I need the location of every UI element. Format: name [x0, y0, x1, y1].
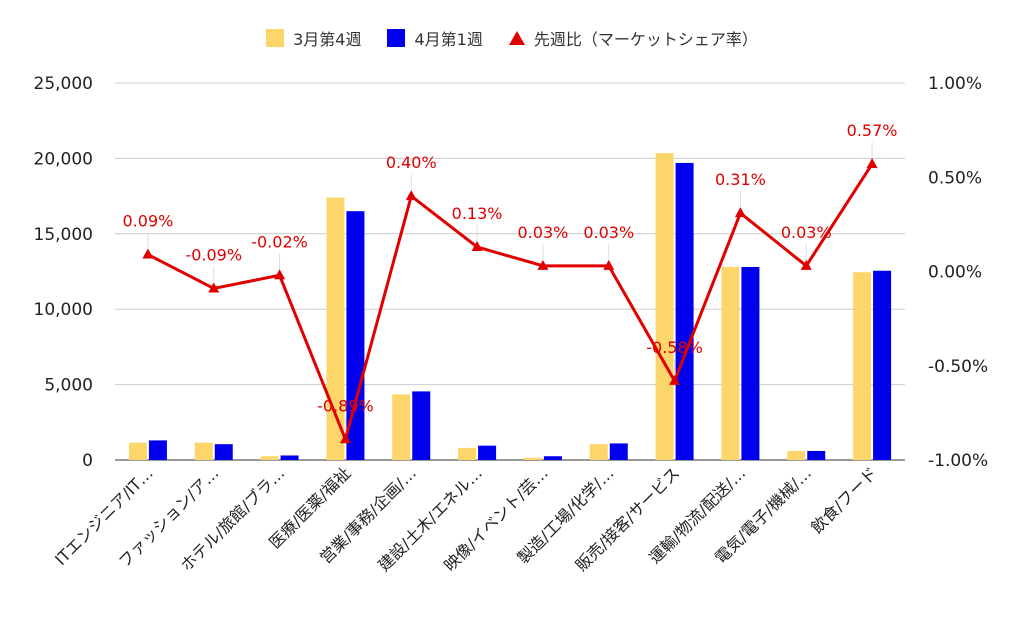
- data-label: 0.57%: [847, 121, 898, 140]
- line-point-marker: [603, 259, 615, 270]
- legend-item-series-1[interactable]: 3月第4週: [266, 26, 361, 50]
- y-right-tick-label: 1.00%: [928, 74, 982, 94]
- bar: [655, 153, 674, 460]
- data-label: 0.03%: [781, 223, 832, 242]
- y-left-tick-label: 5,000: [44, 376, 93, 396]
- bar: [523, 457, 542, 460]
- bar: [260, 456, 279, 460]
- legend-item-series-3[interactable]: 先週比（マーケットシェア率）: [508, 26, 758, 50]
- data-label: 0.13%: [452, 204, 503, 223]
- data-label: 0.31%: [715, 170, 766, 189]
- legend-label: 3月第4週: [293, 30, 362, 49]
- bar: [128, 442, 147, 460]
- bar: [787, 450, 806, 460]
- bar: [412, 391, 431, 460]
- bar: [873, 270, 892, 460]
- legend-item-series-2[interactable]: 4月第1週: [387, 26, 483, 50]
- line-point-marker: [208, 282, 220, 293]
- line-point-marker: [142, 248, 154, 259]
- line-point-marker: [866, 158, 878, 169]
- y-right-tick-label: 0.00%: [928, 263, 982, 283]
- data-label: -0.02%: [251, 232, 308, 251]
- bar: [194, 442, 213, 460]
- line-point-marker: [471, 240, 483, 251]
- bar: [148, 440, 167, 460]
- data-label: 0.03%: [518, 223, 569, 242]
- line-point-marker: [669, 374, 681, 385]
- data-label: 0.03%: [583, 223, 634, 242]
- y-right-tick-label: -1.00%: [928, 451, 988, 471]
- legend-swatch-blue: [387, 29, 406, 47]
- data-label: -0.58%: [646, 338, 703, 357]
- bar: [543, 456, 562, 460]
- y-left-tick-label: 0: [82, 451, 93, 471]
- bar: [280, 455, 299, 460]
- triangle-icon: [508, 31, 525, 45]
- y-left-tick-label: 20,000: [34, 149, 93, 169]
- line-point-marker: [537, 259, 549, 270]
- data-label: -0.89%: [317, 396, 374, 415]
- bar: [589, 444, 608, 460]
- bar: [346, 211, 365, 460]
- x-tick-label: 飲食/フード: [807, 463, 881, 537]
- data-label: 0.40%: [386, 153, 437, 172]
- bar: [478, 445, 497, 460]
- bar: [721, 266, 740, 460]
- line-point-marker: [339, 433, 351, 444]
- legend-label: 先週比（マーケットシェア率）: [533, 30, 758, 49]
- y-right-tick-label: 0.50%: [928, 168, 982, 188]
- y-left-tick-label: 15,000: [34, 225, 93, 245]
- legend: 3月第4週 4月第1週 先週比（マーケットシェア率）: [0, 26, 1024, 50]
- legend-swatch-yellow: [266, 29, 285, 47]
- bar: [853, 272, 872, 460]
- bar: [609, 443, 628, 460]
- bar: [675, 162, 694, 460]
- y-left-tick-label: 10,000: [34, 300, 93, 320]
- bar: [741, 266, 760, 460]
- y-right-tick-label: -0.50%: [928, 357, 988, 377]
- bar: [392, 394, 411, 460]
- line-point-marker: [405, 190, 417, 201]
- bar: [807, 450, 826, 460]
- line-point-marker: [274, 269, 286, 280]
- line-point-marker: [734, 207, 746, 218]
- bar: [458, 447, 477, 460]
- data-label: -0.09%: [185, 245, 242, 264]
- data-label: 0.09%: [123, 212, 174, 231]
- y-left-tick-label: 25,000: [34, 74, 93, 94]
- legend-label: 4月第1週: [414, 30, 483, 49]
- line-series: [147, 163, 874, 441]
- line-point-marker: [800, 259, 812, 270]
- bar: [326, 197, 345, 460]
- bar: [214, 444, 233, 460]
